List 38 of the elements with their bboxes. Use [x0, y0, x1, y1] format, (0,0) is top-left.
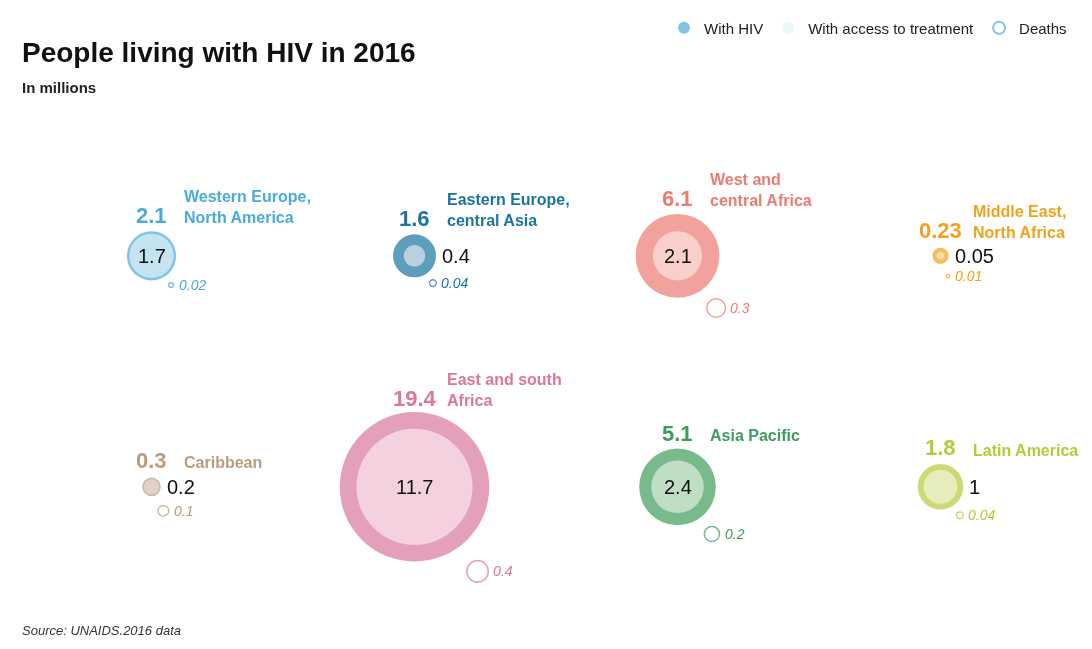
- source-note: Source: UNAIDS.2016 data: [22, 623, 181, 638]
- data-label: 0.23: [919, 218, 962, 243]
- data-label: 0.04: [441, 275, 469, 291]
- data-label: 0.3: [136, 448, 167, 473]
- data-label: 6.1: [662, 186, 693, 211]
- data-label: 0.04: [968, 507, 996, 523]
- data-label: 0.4: [442, 245, 470, 267]
- legend-label: With access to treatment: [808, 19, 975, 37]
- data-label: 0.3: [730, 300, 750, 316]
- data-label: 2.4: [664, 476, 692, 498]
- category-label: Middle East, North Africa: [973, 203, 1067, 241]
- legend-label: With HIV: [704, 19, 764, 37]
- data-label: 5.1: [662, 421, 693, 446]
- legend-label: Deaths: [1019, 19, 1067, 37]
- data-label: 2.1: [136, 203, 167, 228]
- category-label: Western Europe, North America: [184, 188, 311, 226]
- category-label: East and south Africa: [447, 371, 562, 409]
- data-label: 0.02: [179, 277, 207, 293]
- data-label: 19.4: [393, 386, 437, 411]
- category-label: Asia Pacific: [710, 427, 800, 444]
- data-label: 1: [969, 476, 981, 498]
- category-label: Caribbean: [184, 454, 263, 471]
- data-label: 0.4: [493, 563, 513, 579]
- data-label: 0.1: [174, 503, 194, 519]
- data-label: 11.7: [396, 476, 434, 498]
- data-label: 1.7: [138, 245, 166, 267]
- text: People living with HIV in 2016: [22, 37, 416, 68]
- text: In millions: [22, 79, 97, 96]
- data-label: 0.2: [725, 526, 745, 542]
- category-label: Eastern Europe, central Asia: [447, 191, 570, 229]
- data-label: 1.6: [399, 206, 430, 231]
- data-label: 1.8: [925, 435, 956, 460]
- data-label: 0.05: [955, 245, 994, 267]
- data-label: 0.01: [955, 268, 983, 284]
- category-label: Latin America: [973, 442, 1079, 459]
- data-label: 0.2: [167, 476, 195, 498]
- data-label: 2.1: [664, 245, 692, 267]
- category-label: West and central Africa: [710, 171, 812, 209]
